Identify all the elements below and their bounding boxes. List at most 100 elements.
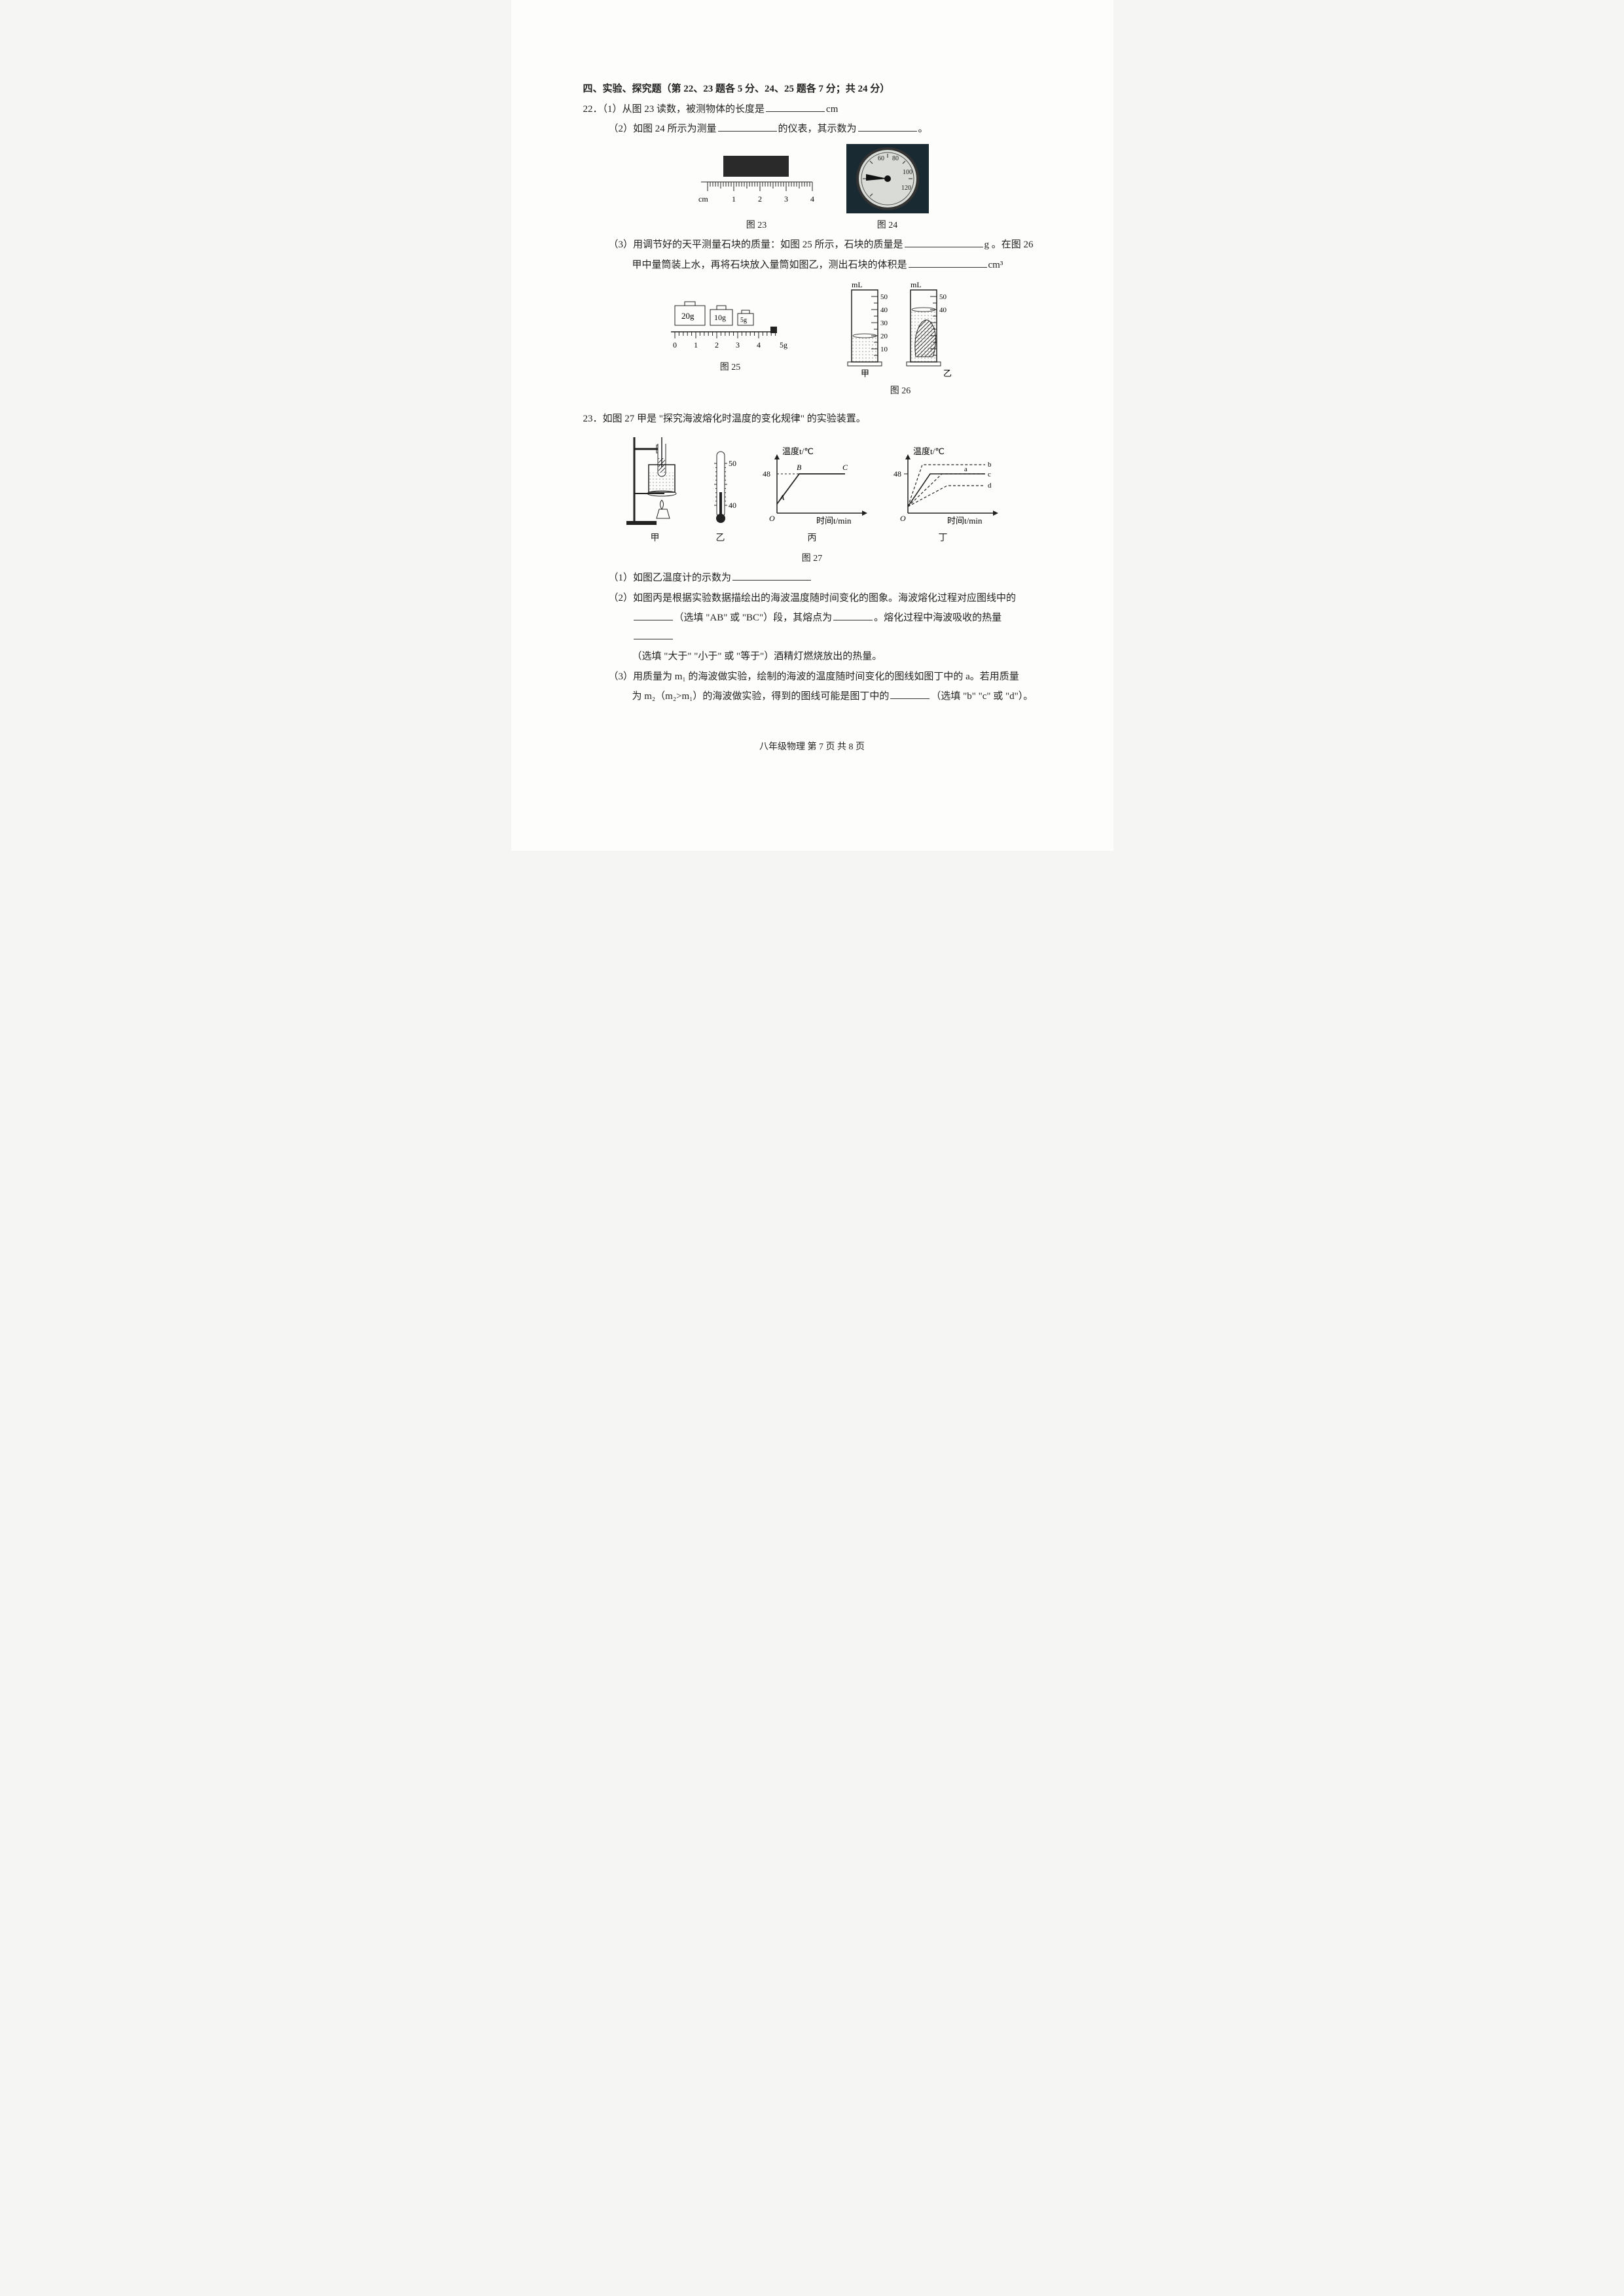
blank-mp[interactable] [833,609,873,621]
q22-3c-line: 甲中量筒装上水，再将石块放入量筒如图乙，测出石块的体积是cm³ [583,256,1041,275]
cyl-unit-l: mL [852,280,863,289]
q23-3a-line: （3）用质量为 m₁ 的海波做实验，绘制的海波的温度随时间变化的图线如图丁中的 … [583,668,1041,687]
cl40: 40 [880,306,888,314]
bt4: 4 [757,340,761,350]
fig27-ding: 温度t/℃ 48 b a c d O 时间t/min [884,445,1002,548]
q23-3b: 为 m₂（m₂>m₁）的海波做实验，得到的图线可能是图丁中的 [632,691,890,702]
q23-2d-line: （选填 "大于" "小于" 或 "等于"）酒精灯燃烧放出的热量。 [583,647,1041,666]
section-title: 四、实验、探究题（第 22、23 题各 5 分、24、25 题各 7 分；共 2… [583,80,1041,99]
q22-3a: （3）用调节好的天平测量石块的质量：如图 25 所示，石块的质量是 [609,240,903,250]
q22-1a: （1）从图 23 读数，被测物体的长度是 [603,104,765,115]
bt0: 0 [673,340,677,350]
cl20: 20 [880,332,888,340]
bt5: 5g [780,340,787,350]
blank-volume[interactable] [909,256,987,268]
th-50: 50 [729,459,736,468]
bt1: 1 [694,340,698,350]
fig-24: 60 80 100 120 图 24 [845,143,930,235]
blank-instrument[interactable] [718,120,777,132]
blank-heat[interactable] [634,628,673,639]
cl10: 10 [880,346,888,353]
ruler-unit: cm [698,194,708,204]
sub-ding: 丁 [939,530,948,548]
lb-b: b [988,461,992,469]
ding-O: O [900,514,906,523]
cyl-sub-r: 乙 [943,368,952,378]
fig-25: 20g 10g 5g 0 [662,278,799,377]
ruler-t1: 1 [732,194,736,204]
lb-a: a [964,465,967,473]
blank-curve[interactable] [890,688,929,700]
q22-3: （3）用调节好的天平测量石块的质量：如图 25 所示，石块的质量是 g 。在图 2… [583,236,1041,255]
ptB: B [797,463,802,472]
q23-3c: （选填 "b" "c" 或 "d"）。 [931,691,1033,702]
sub-jia: 甲 [651,530,660,548]
cyl-sub-l: 甲 [861,368,869,378]
q23-intro-t: 如图 27 甲是 "探究海波熔化时温度的变化规律" 的实验装置。 [603,414,866,424]
fig27-bing: 温度t/℃ 48 A B C O 时间t/min 丙 [753,445,871,548]
q22-3b: g 。在图 26 [984,240,1034,250]
ding-xlabel: 时间t/min [947,516,983,526]
cr50: 50 [939,293,947,301]
q22-1b: cm [826,104,838,115]
q23-2a-t: （2）如图丙是根据实验数据描绘出的海波温度随时间变化的图象。海波熔化过程对应图线… [609,593,1017,603]
fig-row-25-26: 20g 10g 5g 0 [583,278,1041,401]
q23-1: （1）如图乙温度计的示数为 [583,569,1041,588]
q22-2b: 的仪表，其示数为 [778,124,857,134]
cylinders-svg: mL 50 40 30 20 10 mL [839,278,963,383]
apparatus-svg [623,432,688,530]
fig26-caption: 图 26 [890,383,911,401]
fig-26: mL 50 40 30 20 10 mL [839,278,963,401]
chart-ding-svg: 温度t/℃ 48 b a c d O 时间t/min [884,445,1002,530]
cl30: 30 [880,319,888,327]
lb-d: d [988,482,992,490]
thermo-svg: 50 40 [701,445,740,530]
blank-thermo[interactable] [732,569,811,581]
q23-3a: （3）用质量为 m₁ 的海波做实验，绘制的海波的温度随时间变化的图线如图丁中的 … [609,672,1019,682]
q22-2c: 。 [918,124,928,134]
q22-1: 22．（1）从图 23 读数，被测物体的长度是 cm [583,100,1041,119]
blank-mass[interactable] [905,236,983,248]
fig23-caption: 图 23 [746,217,767,235]
bing-xlabel: 时间t/min [816,516,852,526]
q23-2c: 。熔化过程中海波吸收的热量 [874,613,1001,623]
sub-yi: 乙 [716,530,725,548]
page-footer: 八年级物理 第 7 页 共 8 页 [583,739,1041,757]
q23-2d: （选填 "大于" "小于" 或 "等于"）酒精灯燃烧放出的热量。 [632,651,882,662]
q22-num: 22． [583,104,603,115]
balance-svg: 20g 10g 5g 0 [662,278,799,357]
fig-23: cm 1 2 3 4 图 23 [695,149,819,235]
fig-row-27: 甲 50 40 乙 温度t/℃ [583,432,1041,548]
ding-ylabel: 温度t/℃ [913,446,945,456]
w20: 20g [681,311,695,321]
ruler-svg: cm 1 2 3 4 [695,149,819,215]
w10: 10g [714,313,726,322]
bing-ylabel: 温度t/℃ [782,446,814,456]
q23-2a: （2）如图丙是根据实验数据描绘出的海波温度随时间变化的图象。海波熔化过程对应图线… [583,589,1041,608]
gauge-100: 100 [903,169,912,176]
q22-2a: （2）如图 24 所示为测量 [609,124,717,134]
q23-3b-line: 为 m₂（m₂>m₁）的海波做实验，得到的图线可能是图丁中的 （选填 "b" "c… [583,687,1041,706]
lb-c: c [988,471,991,478]
gauge-60: 60 [878,155,884,162]
chart-bing-svg: 温度t/℃ 48 A B C O 时间t/min [753,445,871,530]
cyl-unit-r: mL [911,280,922,289]
blank-reading[interactable] [858,120,917,132]
q23-num: 23． [583,414,603,424]
blank-length[interactable] [766,100,825,112]
q22-3d: cm³ [988,260,1003,270]
page: 四、实验、探究题（第 22、23 题各 5 分、24、25 题各 7 分；共 2… [511,0,1113,851]
fig25-caption: 图 25 [720,359,741,377]
fig24-caption: 图 24 [877,217,898,235]
q23-2b: （选填 "AB" 或 "BC"）段，其熔点为 [674,613,833,623]
bing-48: 48 [763,469,770,478]
fig27-caption: 图 27 [583,550,1041,568]
ptA: A [779,493,785,502]
q23-1t: （1）如图乙温度计的示数为 [609,573,732,583]
bt3: 3 [736,340,740,350]
fig-row-23-24: cm 1 2 3 4 图 23 60 80 100 120 [583,143,1041,235]
q23-2b-line: （选填 "AB" 或 "BC"）段，其熔点为 。熔化过程中海波吸收的热量 [583,609,1041,646]
blank-segment[interactable] [634,609,673,621]
ruler-t2: 2 [758,194,762,204]
cr40: 40 [939,306,947,314]
